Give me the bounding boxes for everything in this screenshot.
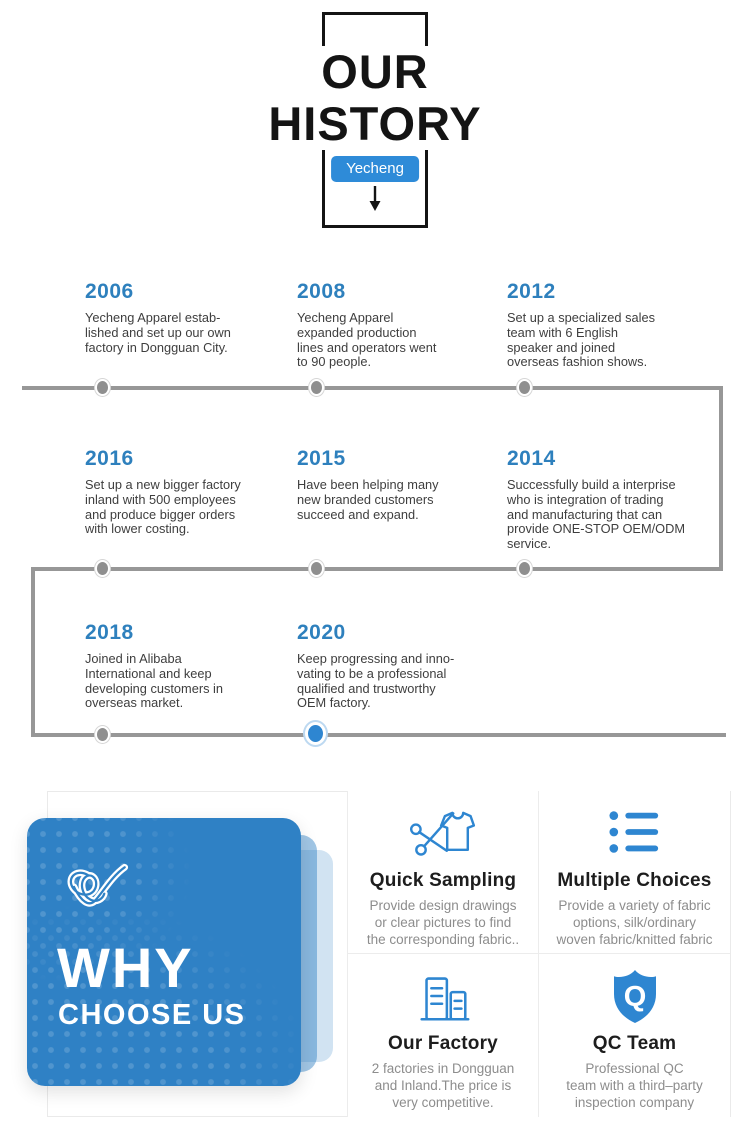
- timeline-year: 2020: [297, 621, 346, 644]
- timeline-dot-2006: [95, 379, 110, 396]
- feature-title: QC Team: [592, 1033, 677, 1054]
- page-title: OUR HISTORY: [0, 46, 750, 150]
- features-grid: Quick Sampling Provide design drawings o…: [347, 791, 730, 1117]
- timeline-dot-2016: [95, 560, 110, 577]
- timeline-dot-2008: [309, 379, 324, 396]
- title-line-1: OUR: [309, 46, 441, 98]
- timeline-text: Have been helping many new branded custo…: [297, 477, 439, 522]
- feature-description: 2 factories in Dongguan and Inland.The p…: [371, 1061, 515, 1110]
- timeline-connector-left: [31, 567, 35, 737]
- brand-badge: Yecheng: [331, 156, 419, 182]
- timeline-text: Set up a new bigger factory inland with …: [85, 477, 241, 537]
- timeline-line-row1: [22, 386, 723, 390]
- down-arrow-icon: [366, 186, 384, 219]
- timeline-year: 2018: [85, 621, 134, 644]
- card-title-line-2: CHOOSE US: [58, 999, 246, 1031]
- feature-title: Our Factory: [388, 1033, 498, 1054]
- feature-card-our-factory: Our Factory 2 factories in Dongguan and …: [347, 953, 538, 1117]
- timeline-item-2014: 2014 Successfully build a interprise who…: [507, 447, 715, 552]
- timeline-text: Keep progressing and inno- vating to be …: [297, 651, 455, 711]
- timeline-text: Successfully build a interprise who is i…: [507, 477, 686, 552]
- feature-title: Multiple Choices: [557, 870, 712, 891]
- factory-buildings-icon: [412, 966, 474, 1026]
- bullet-list-icon: [605, 803, 665, 863]
- feature-description: Professional QC team with a third–party …: [566, 1061, 703, 1110]
- timeline-item-2006: 2006 Yecheng Apparel estab- lished and s…: [85, 280, 293, 355]
- timeline-text: Yecheng Apparel expanded production line…: [297, 310, 437, 370]
- timeline-item-2020: 2020 Keep progressing and inno- vating t…: [297, 621, 505, 711]
- timeline-text: Joined in Alibaba International and keep…: [85, 651, 223, 711]
- why-choose-us-card: WHY CHOOSE US: [27, 818, 301, 1086]
- timeline-item-2016: 2016 Set up a new bigger factory inland …: [85, 447, 293, 537]
- title-line-2: HISTORY: [256, 98, 494, 150]
- timeline-dot-2020-active: [305, 722, 326, 745]
- halftone-dots-decor: [27, 818, 301, 1086]
- timeline-dot-2018: [95, 726, 110, 743]
- feature-title: Quick Sampling: [369, 870, 517, 891]
- timeline-dot-2014: [517, 560, 532, 577]
- timeline-line-row2: [31, 567, 723, 571]
- timeline-text: Yecheng Apparel estab- lished and set up…: [85, 310, 231, 355]
- yecheng-logo-icon: [61, 862, 143, 935]
- timeline-dot-2015: [309, 560, 324, 577]
- timeline-text: Set up a specialized sales team with 6 E…: [507, 310, 655, 370]
- timeline-dot-2012: [517, 379, 532, 396]
- svg-text:Q: Q: [623, 981, 646, 1013]
- feature-description: Provide a variety of fabric options, sil…: [556, 898, 713, 947]
- timeline-year: 2015: [297, 447, 346, 470]
- timeline-item-2018: 2018 Joined in Alibaba International and…: [85, 621, 293, 711]
- timeline-item-2008: 2008 Yecheng Apparel expanded production…: [297, 280, 505, 370]
- shield-q-icon: Q: [607, 966, 663, 1026]
- card-title-line-1: WHY: [57, 936, 194, 999]
- timeline-year: 2006: [85, 280, 134, 303]
- feature-description: Provide design drawings or clear picture…: [366, 898, 520, 947]
- timeline-year: 2014: [507, 447, 556, 470]
- feature-card-qc-team: Q QC Team Professional QC team with a th…: [538, 953, 730, 1117]
- timeline-item-2015: 2015 Have been helping many new branded …: [297, 447, 505, 522]
- timeline-connector-right: [719, 386, 723, 571]
- feature-card-multiple-choices: Multiple Choices Provide a variety of fa…: [538, 791, 730, 953]
- halftone-dots-decor: [27, 818, 301, 1086]
- timeline-year: 2016: [85, 447, 134, 470]
- timeline-year: 2008: [297, 280, 346, 303]
- feature-card-quick-sampling: Quick Sampling Provide design drawings o…: [347, 791, 538, 953]
- timeline-year: 2012: [507, 280, 556, 303]
- scissors-shirt-icon: [410, 803, 476, 863]
- timeline-item-2012: 2012 Set up a specialized sales team wit…: [507, 280, 715, 370]
- timeline-line-row3: [31, 733, 726, 737]
